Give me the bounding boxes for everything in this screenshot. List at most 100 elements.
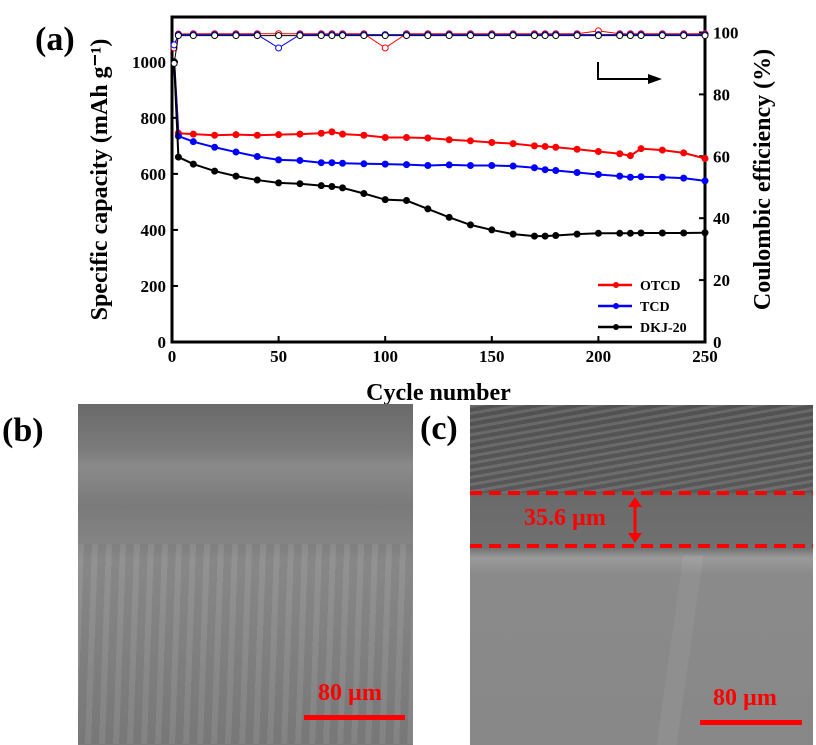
- x-tick-label: 200: [586, 347, 612, 366]
- capacity-point: [541, 142, 549, 150]
- capacity-point: [488, 139, 496, 147]
- efficiency-point: [658, 32, 666, 40]
- capacity-point: [616, 229, 624, 237]
- legend-label: DKJ-20: [640, 321, 687, 336]
- x-tick-label: 150: [479, 347, 505, 366]
- capacity-point: [573, 230, 581, 238]
- cycling-chart: 0 50 100 150 200 2500200400600800100002040608…: [35, 15, 776, 405]
- capacity-point: [403, 133, 411, 141]
- capacity-point: [637, 145, 645, 153]
- capacity-point: [658, 146, 666, 154]
- scale-bar-c: [700, 720, 802, 725]
- y2-tick-label: 100: [713, 23, 739, 42]
- x-tick-label: 250: [692, 347, 718, 366]
- capacity-point: [637, 173, 645, 181]
- arrow-head-icon: [648, 74, 662, 84]
- capacity-point: [594, 170, 602, 178]
- capacity-point: [701, 154, 709, 162]
- capacity-point: [339, 130, 347, 138]
- efficiency-line-TCD: [173, 34, 705, 49]
- capacity-point: [552, 232, 560, 240]
- capacity-point: [573, 145, 581, 153]
- efficiency-point: [211, 32, 219, 40]
- efficiency-point: [296, 32, 304, 40]
- capacity-point: [626, 152, 634, 160]
- scale-bar-b: [304, 715, 405, 720]
- efficiency-point: [381, 32, 389, 40]
- sem-image-b: [78, 404, 413, 745]
- efficiency-point: [424, 32, 432, 40]
- y2-tick-label: 60: [713, 147, 730, 166]
- capacity-point: [232, 172, 240, 180]
- capacity-point: [680, 174, 688, 182]
- capacity-point: [296, 130, 304, 138]
- capacity-point: [296, 180, 304, 188]
- y2-tick-label: 80: [713, 85, 730, 104]
- efficiency-point: [541, 32, 549, 40]
- y2-axis-label: Coulombic efficiency (%): [750, 49, 776, 310]
- capacity-point: [360, 160, 368, 168]
- legend-label: TCD: [640, 300, 670, 315]
- capacity-point: [680, 229, 688, 237]
- capacity-point: [680, 149, 688, 157]
- capacity-point: [189, 138, 197, 146]
- x-tick-label: 50: [270, 347, 287, 366]
- efficiency-point: [317, 32, 325, 40]
- legend-marker: [613, 324, 619, 330]
- capacity-point: [253, 153, 261, 161]
- scale-bar-label-b: 80 µm: [318, 680, 382, 706]
- efficiency-point: [445, 32, 453, 40]
- capacity-point: [424, 205, 432, 213]
- y2-tick-label: 40: [713, 209, 730, 228]
- capacity-point: [594, 147, 602, 155]
- y-tick-label: 400: [141, 221, 167, 240]
- capacity-point: [211, 131, 219, 139]
- panel-label-a: (a): [35, 21, 75, 58]
- capacity-point: [275, 156, 283, 164]
- efficiency-point: [360, 32, 368, 40]
- capacity-point: [403, 197, 411, 205]
- capacity-point: [317, 182, 325, 190]
- capacity-point: [616, 150, 624, 158]
- legend-marker: [613, 303, 619, 309]
- efficiency-point: [509, 32, 517, 40]
- capacity-point: [530, 232, 538, 240]
- capacity-point: [211, 167, 219, 175]
- capacity-point: [174, 153, 182, 161]
- y-tick-label: 0: [158, 333, 167, 352]
- x-tick-label: 0: [168, 347, 177, 366]
- capacity-point: [328, 183, 336, 191]
- efficiency-point: [339, 32, 347, 40]
- capacity-point: [317, 129, 325, 137]
- capacity-point: [360, 190, 368, 198]
- capacity-point: [445, 213, 453, 221]
- y-axis-label: Specific capacity (mAh g⁻¹): [87, 39, 113, 321]
- efficiency-point: [253, 32, 261, 40]
- capacity-point: [488, 226, 496, 234]
- y2-tick-label: 20: [713, 271, 730, 290]
- capacity-point: [189, 130, 197, 138]
- efficiency-point: [189, 32, 197, 40]
- efficiency-line-OTCD: [173, 30, 705, 49]
- efficiency-point: [403, 32, 411, 40]
- capacity-point: [616, 172, 624, 180]
- capacity-point: [328, 159, 336, 167]
- y-tick-label: 600: [141, 165, 167, 184]
- capacity-point: [530, 164, 538, 172]
- efficiency-point: [381, 44, 389, 52]
- legend-marker: [613, 282, 619, 288]
- capacity-point: [488, 161, 496, 169]
- panel-label-c: (c): [420, 410, 458, 447]
- capacity-point: [381, 196, 389, 204]
- capacity-point: [541, 232, 549, 240]
- capacity-point: [530, 142, 538, 150]
- capacity-point: [232, 131, 240, 139]
- capacity-point: [701, 229, 709, 237]
- capacity-point: [211, 143, 219, 151]
- y-tick-label: 200: [141, 277, 167, 296]
- efficiency-point: [701, 32, 709, 40]
- capacity-point: [232, 148, 240, 156]
- efficiency-point: [626, 32, 634, 40]
- efficiency-point: [232, 32, 240, 40]
- efficiency-point: [328, 32, 336, 40]
